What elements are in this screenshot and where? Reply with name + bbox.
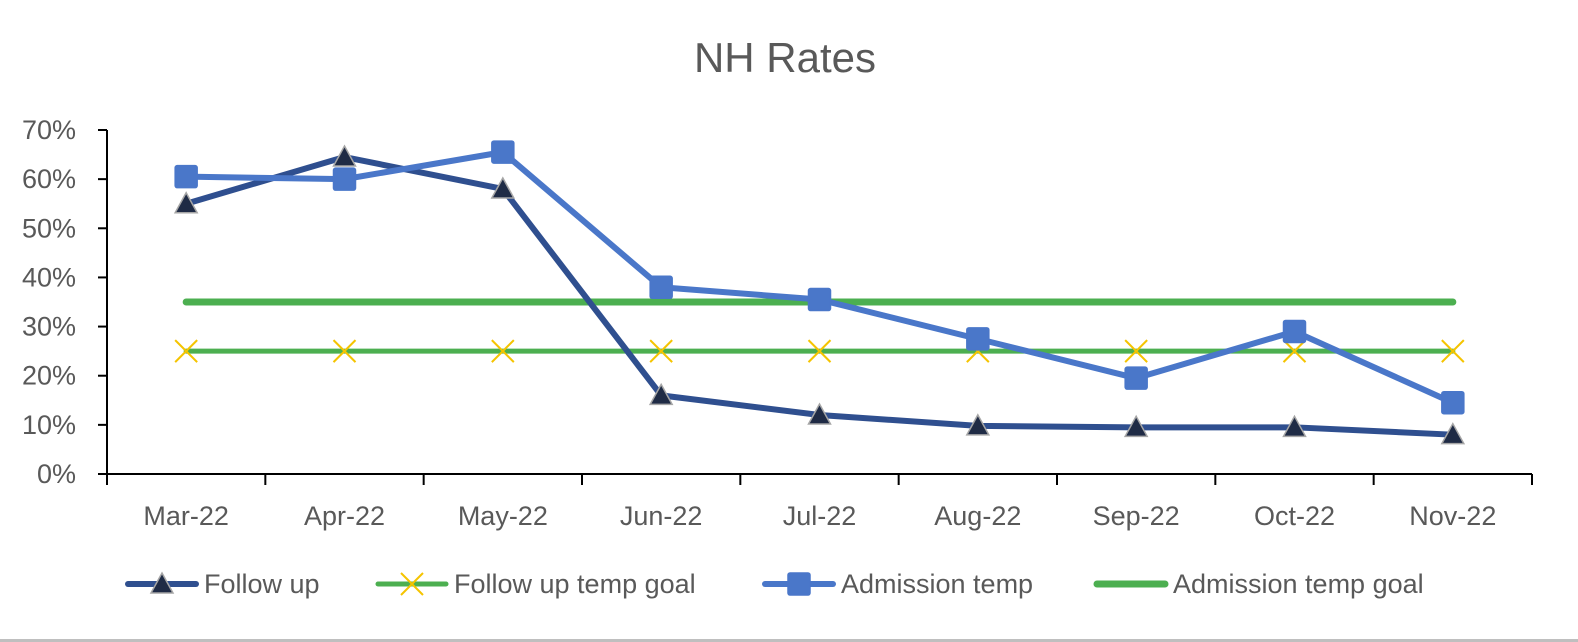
data-point xyxy=(965,413,991,436)
data-point xyxy=(807,339,832,363)
legend-label: Admission temp goal xyxy=(1173,569,1424,599)
data-point xyxy=(966,327,990,351)
data-point xyxy=(649,339,673,363)
series-line xyxy=(183,149,1456,406)
data-point xyxy=(1441,339,1465,363)
data-point xyxy=(807,402,832,425)
data-point xyxy=(332,339,357,363)
x-tick-label: Oct-22 xyxy=(1254,501,1335,531)
data-point xyxy=(649,275,673,300)
legend-item: Follow up xyxy=(125,569,320,599)
data-point xyxy=(1124,339,1148,363)
plot-area xyxy=(173,140,1466,445)
y-tick-label: 30% xyxy=(22,312,76,342)
data-point xyxy=(490,176,516,199)
data-point xyxy=(491,339,515,363)
y-tick-label: 50% xyxy=(22,213,76,243)
data-point xyxy=(1282,339,1307,363)
x-tick-label: Jun-22 xyxy=(620,501,703,531)
data-point xyxy=(173,191,199,214)
x-tick-label: Sep-22 xyxy=(1093,501,1180,531)
y-tick-label: 10% xyxy=(22,410,76,440)
x-tick-label: Jul-22 xyxy=(783,501,857,531)
data-point xyxy=(648,382,674,406)
data-point xyxy=(1441,390,1465,415)
legend-marker xyxy=(149,571,175,594)
data-point xyxy=(491,140,515,164)
y-tick-label: 40% xyxy=(22,262,76,292)
series-admission-temp xyxy=(174,140,1465,415)
x-tick-label: Mar-22 xyxy=(143,501,229,531)
x-tick-label: Aug-22 xyxy=(934,501,1021,531)
data-point xyxy=(1440,422,1466,445)
data-point xyxy=(807,287,832,312)
x-tick-label: Apr-22 xyxy=(304,501,385,531)
x-tick-label: Nov-22 xyxy=(1409,501,1496,531)
legend-marker xyxy=(400,572,424,596)
data-point xyxy=(332,167,357,191)
data-point xyxy=(1282,319,1307,344)
legend-item: Admission temp goal xyxy=(1093,569,1424,599)
legend-label: Follow up temp goal xyxy=(454,569,696,599)
data-point xyxy=(174,339,198,363)
y-tick-label: 20% xyxy=(22,361,76,391)
y-tick-label: 70% xyxy=(22,115,76,145)
data-point xyxy=(1124,366,1148,390)
series-follow-up-temp-goal xyxy=(174,339,1465,363)
legend-label: Admission temp xyxy=(841,569,1033,599)
legend-marker xyxy=(787,572,811,596)
legend-item: Admission temp xyxy=(762,569,1033,599)
data-point xyxy=(1282,414,1307,438)
chart-title: NH Rates xyxy=(694,34,876,81)
y-tick-label: 0% xyxy=(37,459,76,489)
y-tick-label: 60% xyxy=(22,164,76,194)
x-tick-label: May-22 xyxy=(458,501,548,531)
axes: 0% 10% 20% 30% 40% 50% 60% 70% Mar-22 Apr-22 May-2… xyxy=(22,115,1533,531)
legend-item: Follow up temp goal xyxy=(375,569,696,599)
data-point xyxy=(332,144,357,167)
legend: Follow up Follow up temp goal Admission te… xyxy=(125,569,1424,599)
bottom-divider xyxy=(0,639,1578,642)
data-point xyxy=(1123,414,1149,438)
data-point xyxy=(174,164,198,189)
legend-label: Follow up xyxy=(204,569,320,599)
